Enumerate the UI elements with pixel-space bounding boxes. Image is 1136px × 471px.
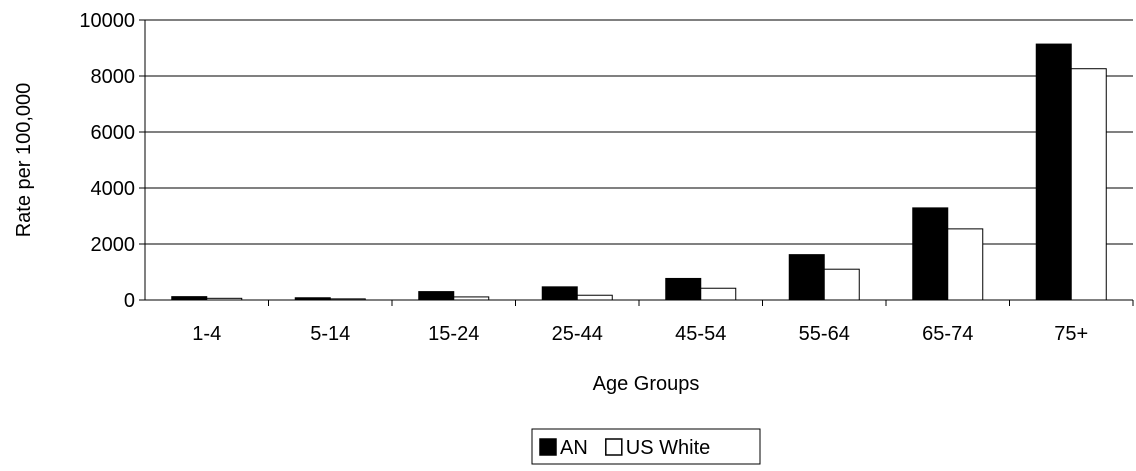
legend: AN US White: [531, 428, 761, 465]
bars: [171, 43, 1107, 301]
x-tick-label: 5-14: [310, 323, 350, 345]
legend-label: AN: [560, 437, 588, 459]
x-tick-label: 25-44: [552, 323, 603, 345]
tick-labels: 0 2000 4000 6000 8000 10000 1-4 5-14 15-24 25-44 4…: [79, 10, 1088, 345]
bar-an: [912, 207, 949, 301]
legend-box: [531, 428, 761, 465]
bar-an: [1035, 43, 1072, 301]
y-tick-label: 0: [124, 290, 135, 312]
y-tick-label: 2000: [91, 234, 136, 256]
bar-us-white: [947, 228, 984, 301]
bar-an: [171, 296, 208, 301]
x-axis-title: Age Groups: [593, 373, 700, 395]
x-tick-label: 45-54: [675, 323, 726, 345]
bar-an: [788, 254, 825, 301]
x-tick-label: 55-64: [799, 323, 850, 345]
y-axis-title: Rate per 100,000: [13, 83, 35, 238]
legend-label: US White: [626, 437, 710, 459]
bar-an: [665, 277, 702, 301]
bar-an: [418, 291, 455, 301]
x-tick-label: 65-74: [922, 323, 973, 345]
x-tick-label: 1-4: [192, 323, 221, 345]
y-tick-label: 6000: [91, 122, 136, 144]
axes: [139, 19, 1134, 306]
y-tick-label: 10000: [79, 10, 135, 32]
bar-us-white: [823, 268, 860, 301]
bar-us-white: [700, 287, 737, 301]
gridlines: [145, 19, 1133, 245]
y-tick-label: 8000: [91, 66, 136, 88]
bar-us-white: [1070, 68, 1107, 301]
legend-swatch: [605, 438, 623, 456]
bar-us-white: [576, 294, 613, 301]
legend-swatch: [539, 438, 557, 456]
bar-an: [541, 286, 578, 301]
x-tick-label: 15-24: [428, 323, 479, 345]
y-tick-label: 4000: [91, 178, 136, 200]
x-tick-label: 75+: [1054, 323, 1088, 345]
